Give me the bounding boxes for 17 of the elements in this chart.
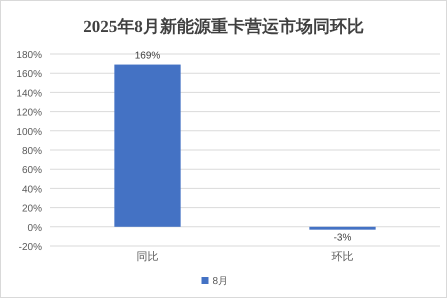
text: -3% bbox=[334, 232, 352, 244]
x-tick-label: 环比 bbox=[332, 250, 354, 263]
legend-label: 8月 bbox=[212, 276, 228, 287]
x-tick-label: 同比 bbox=[136, 250, 158, 263]
y-tick-label: 80% bbox=[22, 146, 42, 157]
y-tick-label: 0% bbox=[28, 222, 42, 234]
y-tick-label: -20% bbox=[18, 242, 42, 253]
y-tick-label: 180% bbox=[16, 50, 42, 61]
chart-title: 2025年8月新能源重卡营运市场同环比 bbox=[83, 17, 364, 36]
y-tick-label: 60% bbox=[22, 165, 42, 176]
y-tick-label: 40% bbox=[22, 184, 42, 196]
y-tick-label: 160% bbox=[16, 69, 42, 80]
y-tick-label: 120% bbox=[16, 108, 42, 119]
y-tick-label: 20% bbox=[22, 204, 42, 215]
y-tick-label: 100% bbox=[16, 126, 42, 138]
y-tick-label: 140% bbox=[16, 88, 42, 100]
text: 169% bbox=[134, 50, 160, 62]
